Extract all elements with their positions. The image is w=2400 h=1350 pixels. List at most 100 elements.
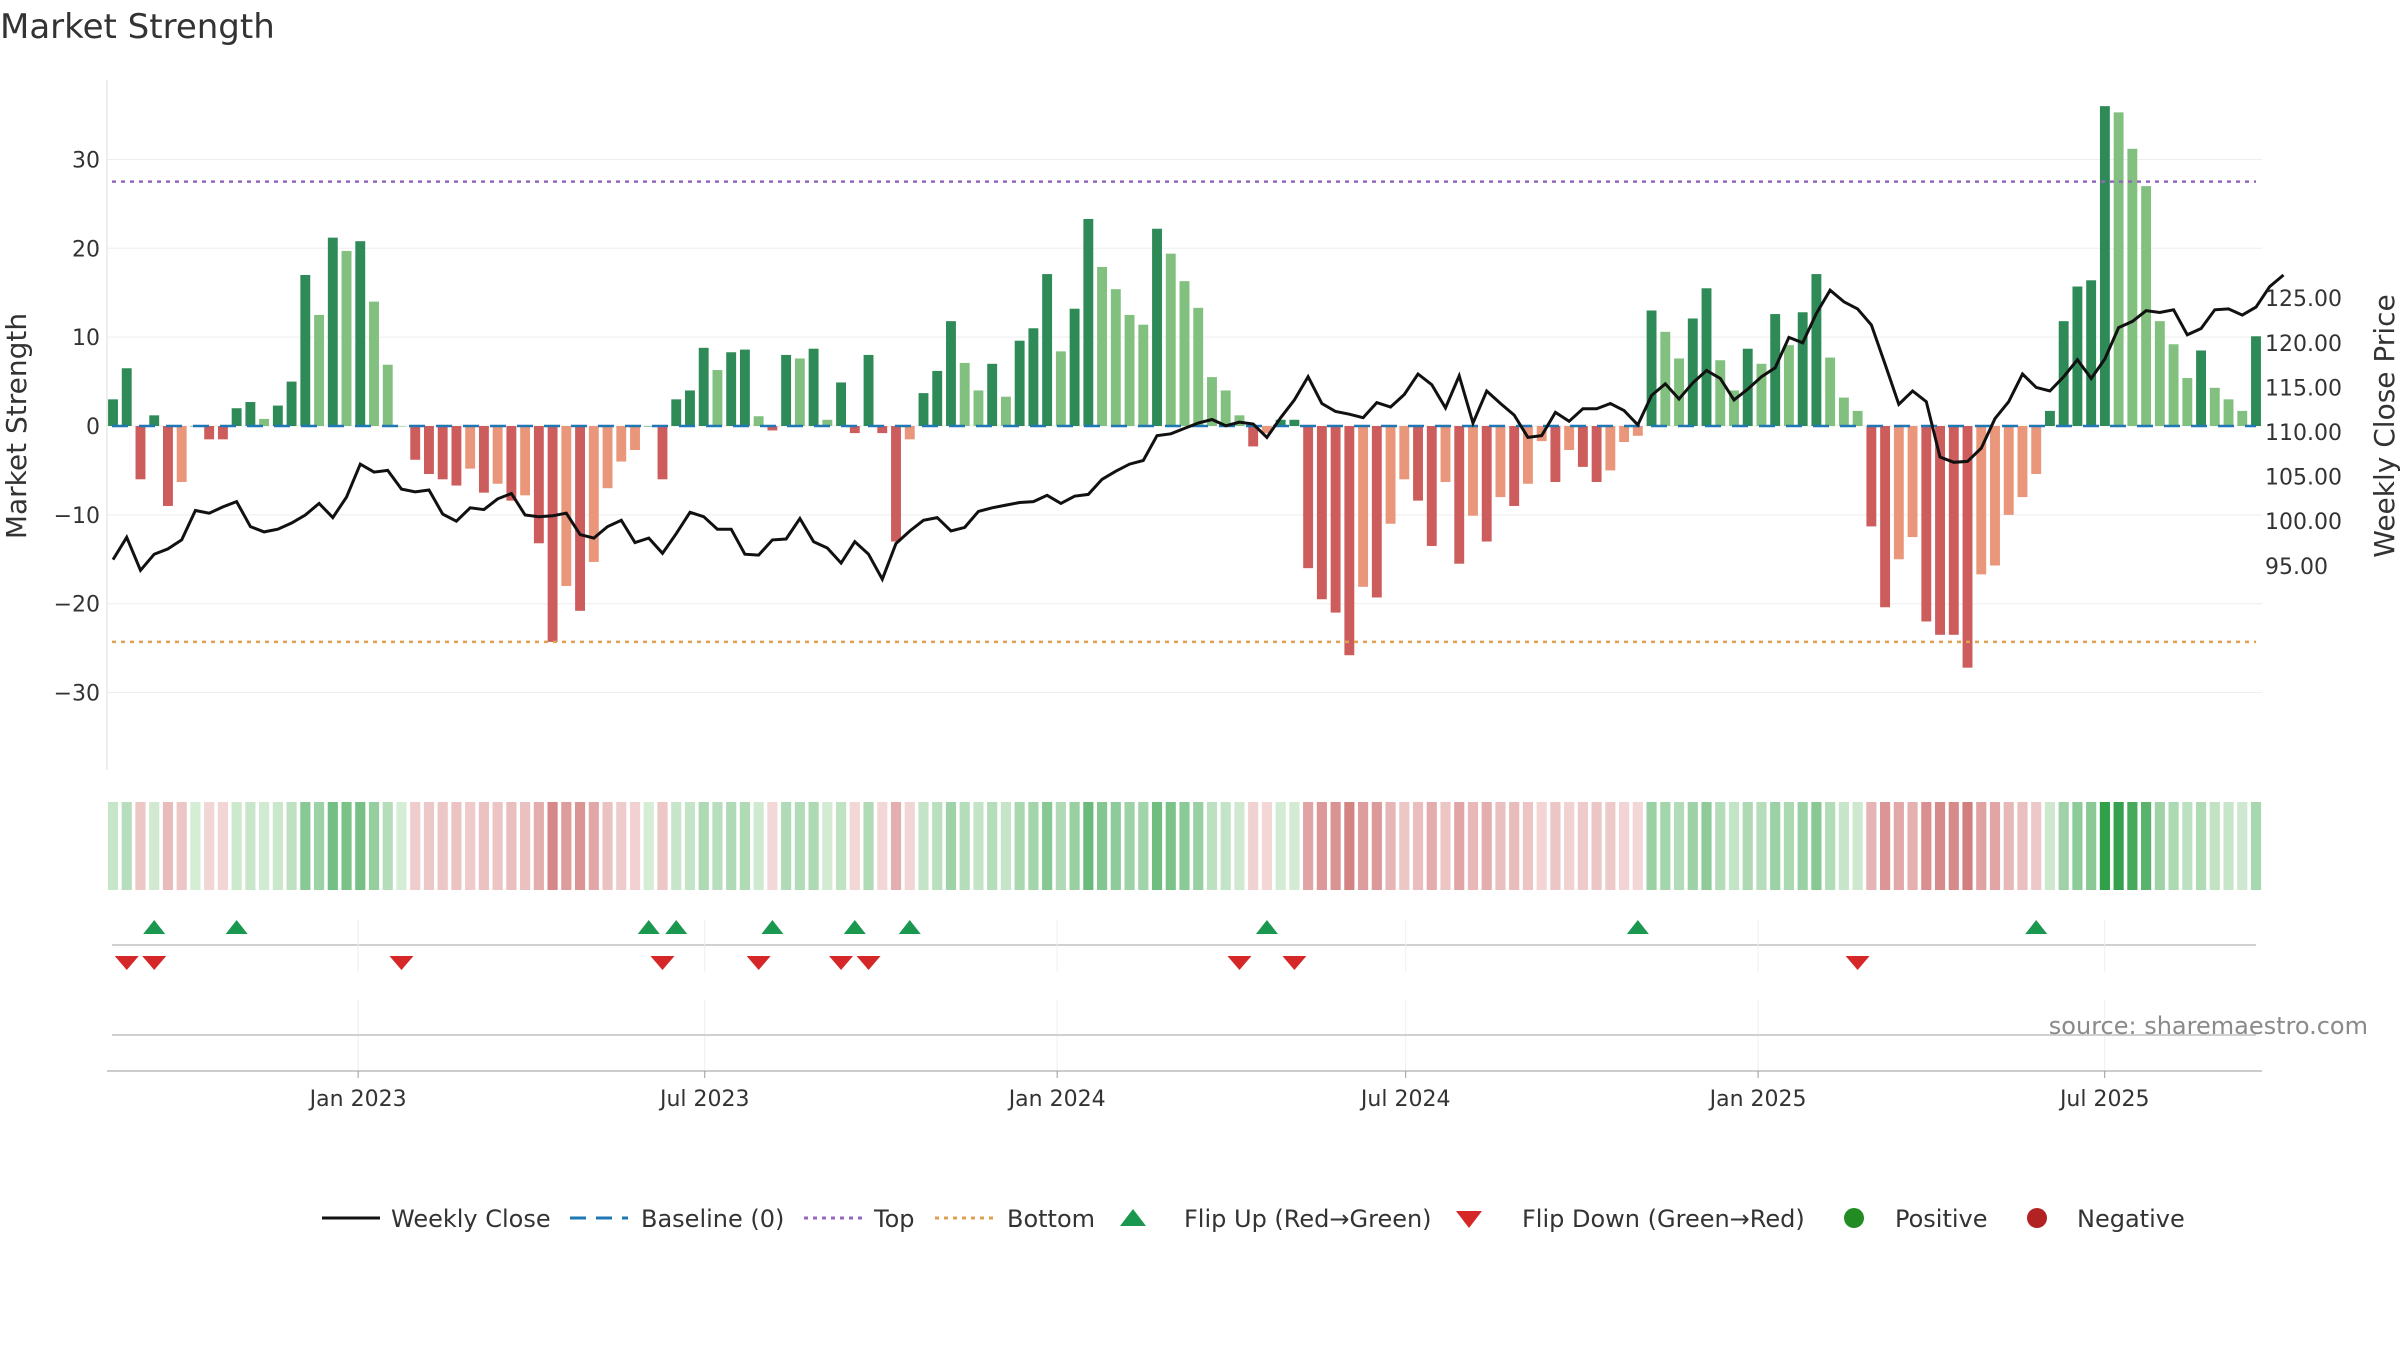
strength-bar [2044, 410, 2055, 426]
heat-cell [1646, 802, 1657, 890]
flip-up-icon [2025, 920, 2048, 934]
legend-weekly-close-label: Weekly Close [391, 1205, 551, 1233]
heat-cell [1893, 802, 1904, 890]
left-axis-ticks: 30 20 10 0 −10 −20 −30 [54, 148, 100, 706]
heat-cell [698, 802, 709, 890]
strength-bar [2223, 399, 2234, 426]
strength-bar [918, 393, 929, 426]
heat-cell [272, 802, 283, 890]
x-tick-label: Jan 2024 [1007, 1087, 1106, 1112]
heat-cell [588, 802, 599, 890]
strength-bar [2168, 344, 2179, 426]
flip-down-icon [389, 956, 414, 970]
strength-bar [1413, 426, 1423, 501]
strength-bar [382, 364, 393, 426]
strength-bar [217, 426, 228, 440]
heat-cell [1412, 802, 1424, 890]
strength-bar [1825, 357, 1836, 426]
legend-negative-label: Negative [2077, 1205, 2185, 1233]
flip-down-icon [1845, 956, 1870, 970]
strength-bar [1165, 253, 1176, 426]
strength-bar [1468, 426, 1478, 516]
strength-bar [794, 358, 805, 426]
heat-cell [1948, 802, 1959, 890]
right-axis-title: Weekly Close Price [2368, 294, 2400, 557]
right-tick-label: 125.00 [2265, 287, 2342, 312]
strength-bar [1028, 328, 1039, 426]
heat-cell [1742, 802, 1753, 890]
heat-cell [1495, 802, 1506, 890]
heat-cell [217, 802, 228, 890]
heat-cell [1797, 802, 1808, 890]
legend-flip-down-label: Flip Down (Green→Red) [1522, 1205, 1805, 1233]
right-tick-label: 100.00 [2265, 510, 2342, 535]
heat-cell [629, 802, 641, 890]
strength-bar [410, 426, 421, 460]
strength-bar [932, 370, 943, 426]
heat-cell [2072, 802, 2083, 890]
heat-cell [1509, 802, 1520, 890]
strength-bar [973, 390, 984, 426]
strength-bar [231, 408, 242, 426]
heat-cell [204, 802, 215, 890]
strength-bar [437, 426, 448, 480]
left-tick-label: 20 [72, 237, 100, 262]
right-tick-label: 115.00 [2265, 376, 2342, 401]
heat-cell [2017, 802, 2028, 890]
strength-bar [849, 426, 860, 434]
heat-cell [945, 802, 957, 890]
heat-cell [368, 802, 380, 890]
heat-cell [1522, 802, 1534, 890]
strength-bar [1371, 426, 1382, 598]
heat-cell [1550, 802, 1561, 890]
strength-bar [1921, 426, 1932, 622]
heat-cell [794, 802, 805, 890]
heat-cell [877, 802, 888, 890]
strength-bar [341, 250, 352, 426]
strength-bar [2237, 410, 2248, 426]
heat-cell [245, 802, 256, 890]
chart-title: Market Strength [0, 7, 275, 47]
strength-bar [1660, 331, 1671, 426]
left-axis-title: Market Strength [0, 313, 33, 539]
strength-bar [1220, 390, 1231, 426]
strength-bar [1083, 218, 1094, 426]
heat-cell [1962, 802, 1973, 890]
heat-cell [835, 802, 847, 890]
strength-bar [712, 370, 723, 426]
strength-bar [1935, 426, 1945, 635]
heat-cell [1564, 802, 1575, 890]
heat-cell [1289, 802, 1300, 890]
heat-cell [1165, 802, 1176, 890]
flip-up-icon [637, 920, 660, 934]
strength-bar [657, 426, 668, 480]
heat-cell [1934, 802, 1946, 890]
heat-cell [1358, 802, 1369, 890]
strength-bar [1014, 340, 1025, 426]
heat-cell [2044, 802, 2056, 890]
bottom-panel: source: sharemaestro.com [107, 1000, 2368, 1072]
heat-cell [176, 802, 187, 890]
heat-cell [2141, 802, 2152, 890]
strength-bar [1000, 396, 1011, 426]
heat-cell [341, 802, 352, 890]
heat-cell [162, 802, 174, 890]
heat-cell [1728, 802, 1740, 890]
heat-cell [1687, 802, 1698, 890]
strength-bar [2017, 426, 2028, 498]
legend-flip-up-icon [1120, 1209, 1146, 1226]
strength-bar [987, 363, 998, 426]
strength-bar [1756, 363, 1767, 426]
strength-bar [602, 426, 613, 489]
reference-lines [112, 180, 2256, 644]
heat-cell [1591, 802, 1602, 890]
heat-cell [327, 802, 338, 890]
left-tick-label: 0 [86, 415, 100, 440]
strength-bar [1564, 426, 1575, 450]
strength-bar [1838, 397, 1849, 426]
strength-bar [1261, 426, 1272, 434]
heat-cell [1852, 802, 1863, 890]
heat-cell [2003, 802, 2014, 890]
heat-cell [2127, 802, 2138, 890]
strength-bar [1976, 426, 1987, 575]
